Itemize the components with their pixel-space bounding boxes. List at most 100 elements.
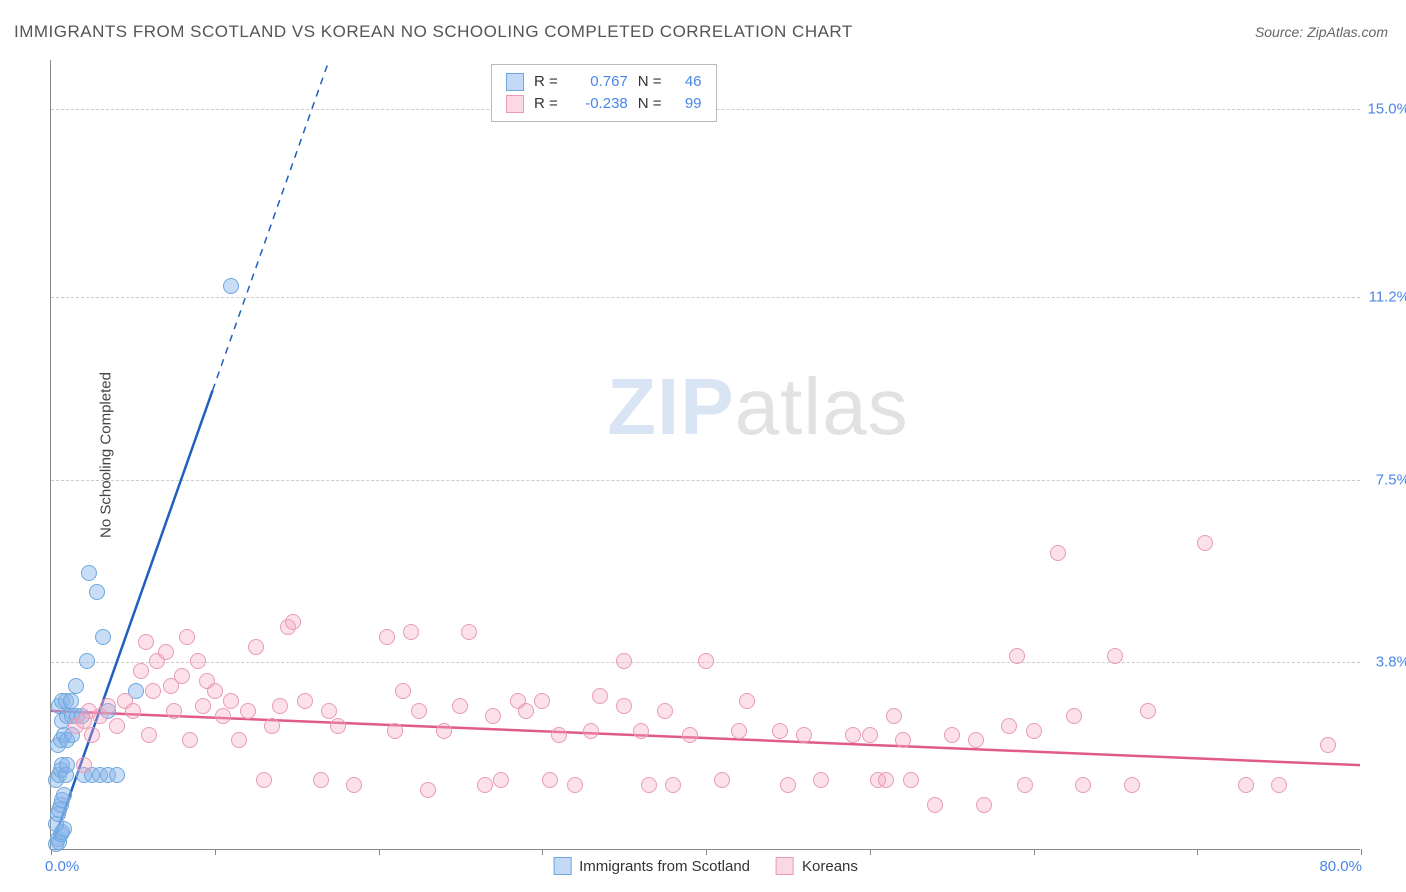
scatter-point-koreans: [493, 772, 509, 788]
scatter-point-koreans: [195, 698, 211, 714]
legend-row-koreans: R = -0.238 N = 99: [506, 93, 702, 115]
scatter-point-scotland: [223, 278, 239, 294]
scatter-point-scotland: [79, 653, 95, 669]
legend-swatch-koreans: [506, 95, 524, 113]
scatter-point-koreans: [461, 624, 477, 640]
x-tick: [542, 849, 543, 855]
legend-n-value-scotland: 46: [672, 71, 702, 93]
x-axis-max-label: 80.0%: [1319, 858, 1362, 875]
scatter-point-koreans: [133, 663, 149, 679]
scatter-point-koreans: [166, 703, 182, 719]
scatter-point-koreans: [379, 629, 395, 645]
scatter-point-koreans: [264, 718, 280, 734]
x-tick: [706, 849, 707, 855]
watermark: ZIPatlas: [607, 361, 908, 453]
scatter-point-koreans: [158, 644, 174, 660]
scatter-point-koreans: [542, 772, 558, 788]
legend-r-value-scotland: 0.767: [568, 71, 628, 93]
x-tick: [1361, 849, 1362, 855]
bottom-legend-item-scotland: Immigrants from Scotland: [553, 857, 750, 875]
scatter-point-koreans: [616, 653, 632, 669]
bottom-legend-swatch-koreans: [776, 857, 794, 875]
scatter-point-koreans: [1107, 648, 1123, 664]
scatter-point-koreans: [297, 693, 313, 709]
scatter-point-koreans: [452, 698, 468, 714]
scatter-point-scotland: [63, 693, 79, 709]
scatter-point-koreans: [248, 639, 264, 655]
source-label: Source:: [1255, 24, 1303, 40]
scatter-point-koreans: [436, 723, 452, 739]
bottom-legend: Immigrants from Scotland Koreans: [553, 857, 858, 875]
scatter-point-scotland: [56, 787, 72, 803]
bottom-legend-swatch-scotland: [553, 857, 571, 875]
scatter-point-koreans: [272, 698, 288, 714]
scatter-point-koreans: [313, 772, 329, 788]
x-axis-min-label: 0.0%: [45, 858, 79, 875]
scatter-point-koreans: [1017, 777, 1033, 793]
x-tick: [215, 849, 216, 855]
scatter-point-koreans: [633, 723, 649, 739]
bottom-legend-item-koreans: Koreans: [776, 857, 858, 875]
scatter-point-koreans: [1001, 718, 1017, 734]
scatter-point-scotland: [59, 757, 75, 773]
scatter-point-koreans: [285, 614, 301, 630]
scatter-point-scotland: [89, 584, 105, 600]
scatter-point-scotland: [109, 767, 125, 783]
scatter-point-koreans: [698, 653, 714, 669]
scatter-point-koreans: [231, 732, 247, 748]
chart-title: IMMIGRANTS FROM SCOTLAND VS KOREAN NO SC…: [14, 22, 853, 42]
scatter-point-koreans: [665, 777, 681, 793]
scatter-point-koreans: [641, 777, 657, 793]
legend-r-value-koreans: -0.238: [568, 93, 628, 115]
legend-swatch-scotland: [506, 73, 524, 91]
scatter-point-koreans: [1140, 703, 1156, 719]
scatter-point-koreans: [682, 727, 698, 743]
scatter-point-koreans: [1050, 545, 1066, 561]
scatter-point-scotland: [68, 678, 84, 694]
scatter-point-koreans: [780, 777, 796, 793]
y-tick-label: 11.2%: [1364, 289, 1406, 306]
scatter-point-koreans: [968, 732, 984, 748]
scatter-point-koreans: [796, 727, 812, 743]
bottom-legend-label-koreans: Koreans: [802, 858, 858, 875]
x-tick: [1197, 849, 1198, 855]
scatter-point-koreans: [1124, 777, 1140, 793]
scatter-point-koreans: [403, 624, 419, 640]
legend-n-label: N =: [638, 93, 662, 115]
scatter-point-koreans: [976, 797, 992, 813]
scatter-point-koreans: [387, 723, 403, 739]
scatter-point-koreans: [739, 693, 755, 709]
scatter-point-koreans: [878, 772, 894, 788]
scatter-point-koreans: [583, 723, 599, 739]
scatter-point-koreans: [420, 782, 436, 798]
watermark-atlas: atlas: [735, 362, 909, 451]
scatter-point-koreans: [346, 777, 362, 793]
y-tick-label: 3.8%: [1364, 654, 1406, 671]
scatter-point-scotland: [81, 565, 97, 581]
scatter-point-koreans: [731, 723, 747, 739]
scatter-point-koreans: [207, 683, 223, 699]
x-tick: [1034, 849, 1035, 855]
legend-n-label: N =: [638, 71, 662, 93]
scatter-point-koreans: [534, 693, 550, 709]
scatter-point-koreans: [76, 757, 92, 773]
scatter-point-koreans: [1066, 708, 1082, 724]
scatter-point-koreans: [215, 708, 231, 724]
y-tick-label: 15.0%: [1364, 101, 1406, 118]
scatter-point-koreans: [411, 703, 427, 719]
grid-line: [51, 297, 1360, 298]
scatter-point-koreans: [813, 772, 829, 788]
scatter-point-koreans: [567, 777, 583, 793]
scatter-point-koreans: [714, 772, 730, 788]
scatter-point-koreans: [321, 703, 337, 719]
scatter-point-koreans: [109, 718, 125, 734]
correlation-legend-box: R = 0.767 N = 46 R = -0.238 N = 99: [491, 64, 717, 122]
scatter-point-koreans: [1075, 777, 1091, 793]
source-attribution: Source: ZipAtlas.com: [1255, 24, 1388, 40]
scatter-point-koreans: [256, 772, 272, 788]
scatter-point-koreans: [1320, 737, 1336, 753]
scatter-point-koreans: [1026, 723, 1042, 739]
scatter-point-koreans: [1271, 777, 1287, 793]
watermark-zip: ZIP: [607, 362, 734, 451]
x-tick: [379, 849, 380, 855]
